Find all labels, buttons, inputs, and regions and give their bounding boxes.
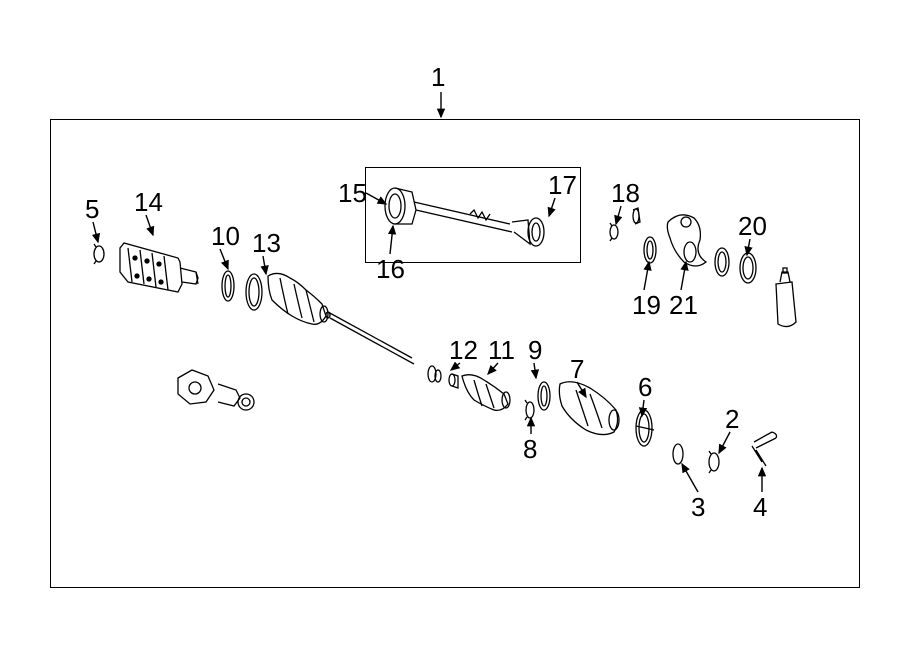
callout-9: 9 <box>528 335 542 366</box>
callout-7: 7 <box>570 354 584 385</box>
callout-3: 3 <box>691 492 705 523</box>
callout-8: 8 <box>523 434 537 465</box>
callout-1: 1 <box>431 62 445 93</box>
callout-6: 6 <box>638 372 652 403</box>
callout-12: 12 <box>449 335 478 366</box>
callout-4: 4 <box>753 492 767 523</box>
callout-5: 5 <box>85 194 99 225</box>
callout-19: 19 <box>632 290 661 321</box>
callout-17: 17 <box>548 170 577 201</box>
callout-2: 2 <box>725 404 739 435</box>
diagram-container: 1 2 3 4 5 6 7 8 9 10 11 12 13 14 15 16 1… <box>0 0 900 661</box>
callout-21: 21 <box>669 290 698 321</box>
callout-14: 14 <box>134 187 163 218</box>
callout-arrows <box>0 0 900 661</box>
callout-18: 18 <box>611 178 640 209</box>
callout-15: 15 <box>338 178 367 209</box>
callout-11: 11 <box>488 335 515 366</box>
callout-13: 13 <box>252 228 281 259</box>
callout-20: 20 <box>738 211 767 242</box>
callout-10: 10 <box>211 221 240 252</box>
callout-16: 16 <box>376 254 405 285</box>
